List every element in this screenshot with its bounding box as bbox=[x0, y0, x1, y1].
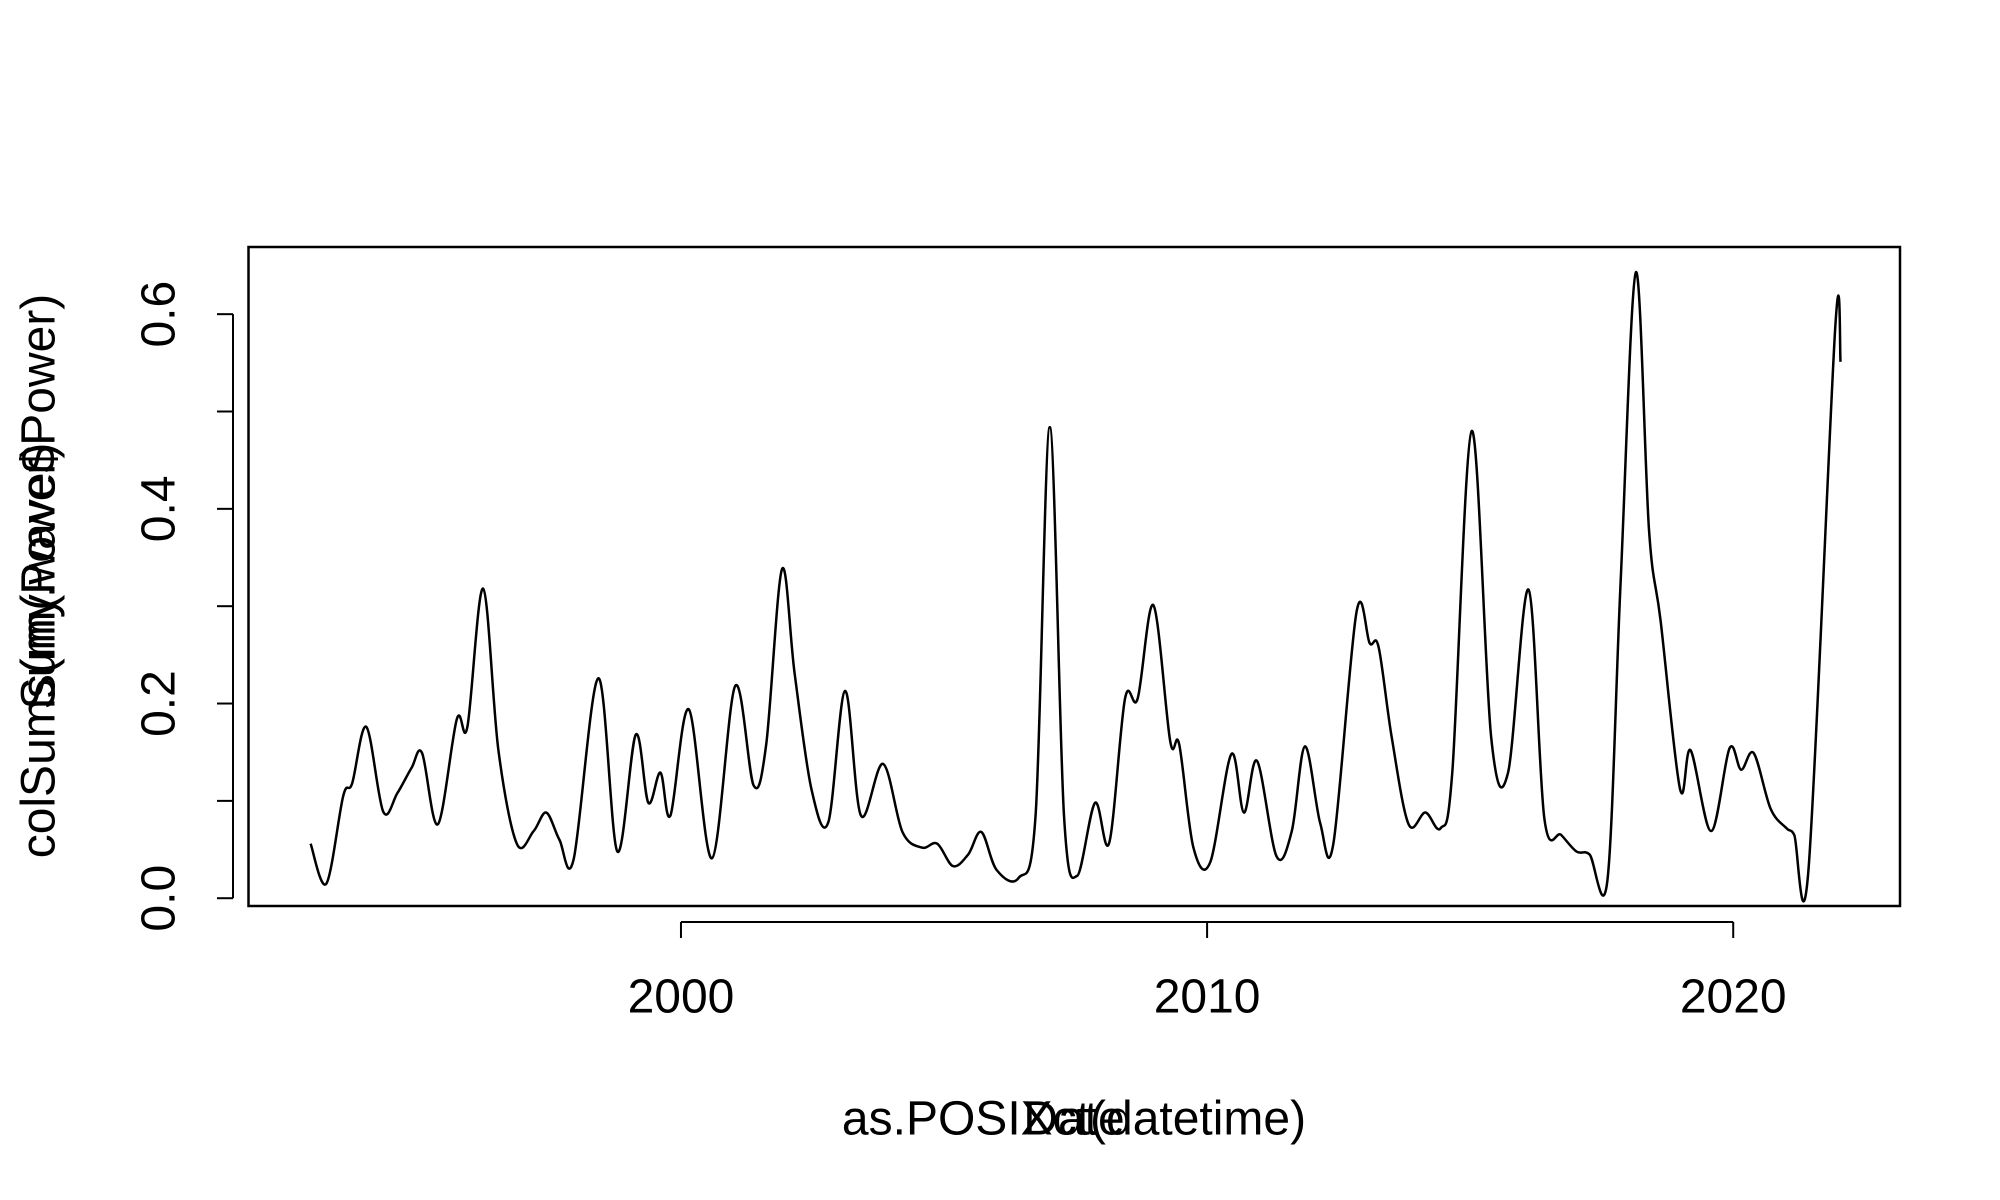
x-tick-label: 2020 bbox=[1680, 971, 1787, 1024]
y-axis-label: colSums(my.wave$Power) bbox=[13, 294, 66, 859]
x-tick-label: 2010 bbox=[1154, 971, 1261, 1024]
y-tick-label: 0.0 bbox=[133, 865, 186, 932]
y-tick-label: 0.4 bbox=[133, 475, 186, 542]
data-line bbox=[309, 271, 1842, 903]
x-axis-label: Date bbox=[1023, 1093, 1124, 1146]
plot-frame bbox=[247, 245, 1902, 908]
y-axis-label: Sum(Power) bbox=[13, 443, 66, 710]
y-tick-label: 0.6 bbox=[133, 281, 186, 348]
x-tick-label: 2000 bbox=[628, 971, 735, 1024]
x-axis-label: as.POSIXct(datetime) bbox=[842, 1093, 1306, 1146]
y-tick-label: 0.2 bbox=[133, 670, 186, 737]
